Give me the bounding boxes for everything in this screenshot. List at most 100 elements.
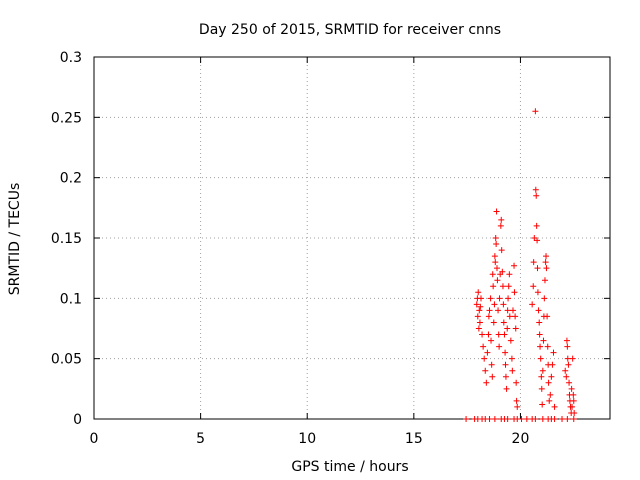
data-point — [502, 361, 509, 368]
data-point — [491, 253, 498, 260]
data-point — [475, 289, 482, 296]
data-point — [476, 319, 483, 326]
data-point — [480, 343, 487, 350]
data-point — [530, 259, 537, 266]
data-point — [501, 331, 508, 338]
data-point — [559, 416, 566, 422]
x-tick-label: 20 — [512, 431, 530, 447]
data-point — [497, 222, 504, 229]
data-point — [514, 403, 521, 410]
data-point — [570, 397, 577, 404]
data-point — [511, 289, 518, 296]
grid-lines — [94, 57, 610, 419]
data-point — [543, 265, 550, 272]
data-point — [570, 416, 577, 422]
data-point — [537, 343, 544, 350]
data-point — [493, 265, 500, 272]
data-point — [543, 253, 550, 260]
data-point — [562, 367, 569, 374]
data-point — [530, 283, 537, 290]
data-point — [494, 277, 501, 284]
data-point — [536, 331, 543, 338]
data-point — [502, 349, 509, 356]
y-tick-label: 0.15 — [51, 231, 82, 247]
data-point — [473, 301, 480, 308]
y-tick-label: 0.3 — [60, 50, 82, 66]
data-point — [532, 416, 539, 422]
data-point — [481, 355, 488, 362]
data-point — [487, 295, 494, 302]
data-point — [489, 271, 496, 278]
data-point — [538, 385, 545, 392]
data-point — [540, 337, 547, 344]
data-point — [483, 379, 490, 386]
data-point — [541, 295, 548, 302]
data-point — [513, 397, 520, 404]
data-point — [565, 361, 572, 368]
x-tick-label: 10 — [298, 431, 316, 447]
data-point — [533, 222, 540, 229]
data-point — [533, 192, 540, 199]
data-point — [477, 303, 484, 310]
y-axis-label: SRMTID / TECUs — [7, 183, 23, 296]
data-point — [539, 367, 546, 374]
data-point — [507, 337, 514, 344]
data-point — [499, 283, 506, 290]
data-point — [504, 325, 511, 332]
data-point — [490, 283, 497, 290]
data-point — [545, 379, 552, 386]
data-point — [569, 403, 576, 410]
data-point — [506, 271, 513, 278]
data-point — [505, 295, 512, 302]
data-point — [463, 416, 470, 422]
data-point — [570, 391, 577, 398]
data-point — [478, 295, 484, 302]
data-point — [511, 262, 518, 269]
data-point — [529, 301, 536, 308]
data-point — [537, 355, 544, 362]
data-point — [489, 373, 496, 380]
data-point — [491, 416, 498, 422]
data-point — [535, 307, 542, 314]
data-point — [485, 313, 492, 320]
data-point — [488, 337, 495, 344]
data-point — [486, 416, 493, 422]
data-point — [505, 283, 512, 290]
data-point — [476, 307, 483, 314]
data-points — [463, 108, 578, 422]
data-point — [499, 268, 506, 275]
data-point — [484, 349, 491, 356]
data-point — [498, 247, 505, 254]
data-point — [475, 325, 482, 332]
data-point — [539, 416, 546, 422]
data-point — [550, 349, 557, 356]
data-point — [496, 343, 503, 350]
data-point — [534, 237, 541, 244]
x-tick-label: 0 — [90, 431, 99, 447]
data-point — [564, 416, 571, 422]
x-tick-labels: 0 5 10 15 20 — [90, 431, 530, 447]
data-point — [532, 108, 539, 115]
x-tick-label: 5 — [196, 431, 205, 447]
data-point — [491, 301, 498, 308]
data-point — [541, 277, 548, 284]
data-point — [504, 307, 511, 314]
data-point — [495, 307, 502, 314]
data-point — [547, 391, 554, 398]
data-point — [500, 319, 507, 326]
data-point — [508, 355, 515, 362]
data-point — [568, 385, 575, 392]
data-point — [566, 379, 573, 386]
data-point — [490, 319, 497, 326]
data-point — [564, 343, 571, 350]
data-point — [544, 343, 551, 350]
data-point — [485, 331, 492, 338]
data-point — [534, 265, 541, 272]
data-point — [546, 397, 553, 404]
axis-ticks — [93, 56, 610, 420]
data-point — [504, 416, 511, 422]
y-tick-label: 0.2 — [60, 171, 82, 187]
data-point — [488, 361, 495, 368]
y-tick-label: 0.1 — [60, 291, 82, 307]
data-point — [548, 373, 555, 380]
